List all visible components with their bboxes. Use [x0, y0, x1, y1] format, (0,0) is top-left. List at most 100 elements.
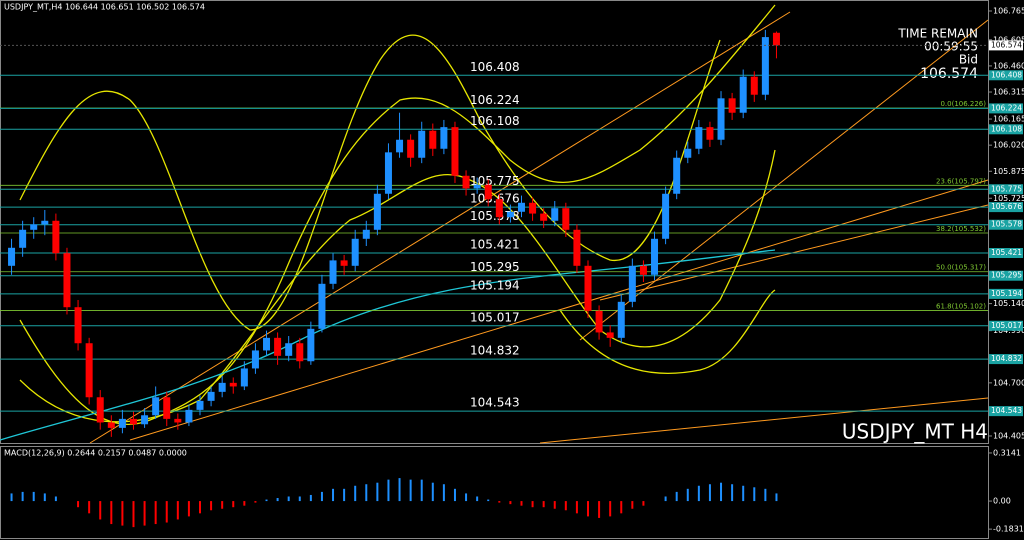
- candle-body: [695, 127, 703, 149]
- y-tick-label: 106.315: [993, 88, 1024, 97]
- bid-box-label: 106.574: [991, 40, 1022, 49]
- candle-body: [473, 184, 481, 189]
- candle-body: [152, 397, 160, 416]
- y-tick-label: 106.460: [993, 61, 1024, 70]
- bid-box: [989, 40, 1023, 51]
- candle-body: [318, 283, 326, 329]
- level-box: [989, 320, 1023, 331]
- level-box-label: 105.295: [991, 271, 1022, 280]
- candle-body: [63, 253, 71, 308]
- level-box: [989, 184, 1023, 195]
- candle-body: [396, 139, 404, 153]
- candle-body: [340, 260, 348, 266]
- candle-body: [174, 418, 182, 423]
- macd-tick-label: -0.1831: [993, 525, 1024, 534]
- trendline: [89, 11, 791, 444]
- candle-body: [19, 229, 27, 248]
- candle-body: [107, 422, 115, 428]
- fib-label: 61.8(105.102): [936, 302, 986, 310]
- time-remain: 00:59:55: [924, 40, 978, 54]
- level-box: [989, 70, 1023, 81]
- trendline: [579, 19, 989, 341]
- level-box-label: 105.194: [991, 289, 1022, 298]
- candle-body: [163, 397, 171, 419]
- candle-body: [329, 260, 337, 284]
- y-tick-label: 104.405: [993, 431, 1024, 440]
- band-low2: [559, 289, 776, 375]
- candle-body: [196, 400, 204, 410]
- level-box: [989, 270, 1023, 281]
- level-label: 104.543: [470, 396, 520, 410]
- candle-body: [551, 208, 559, 221]
- candle-body: [750, 76, 758, 95]
- candle-body: [30, 224, 38, 230]
- level-box-label: 105.578: [991, 220, 1022, 229]
- header: USDJPY_MT,H4 106.644 106.651 106.502 106…: [4, 3, 205, 12]
- candle-body: [141, 415, 149, 425]
- candle-body: [772, 32, 780, 46]
- y-tick-label: 106.765: [993, 6, 1024, 15]
- level-label: 106.108: [470, 114, 520, 128]
- candle-body: [118, 418, 126, 428]
- level-label: 105.017: [470, 310, 520, 324]
- fib-label: 23.6(105.797): [936, 177, 986, 185]
- candle-body: [185, 409, 193, 423]
- level-box: [989, 248, 1023, 259]
- level-label: 106.224: [470, 93, 520, 107]
- fib-label: 0.0(106.226): [940, 100, 986, 108]
- candle-body: [595, 310, 603, 333]
- y-tick-label: 105.140: [993, 299, 1024, 308]
- level-box-label: 106.224: [991, 103, 1022, 112]
- candle-body: [684, 148, 692, 158]
- bid-label: Bid: [959, 53, 978, 67]
- candle-body: [506, 211, 514, 218]
- candle-body: [562, 208, 570, 230]
- level-box-label: 105.775: [991, 184, 1022, 193]
- candle-body: [229, 382, 237, 387]
- level-box-label: 104.543: [991, 406, 1022, 415]
- trendline: [129, 179, 989, 441]
- bid-value: 106.574: [920, 66, 978, 82]
- candle-body: [96, 397, 104, 423]
- candle-body: [129, 418, 137, 425]
- level-label: 106.408: [470, 60, 520, 74]
- macd-tick-label: 0.3141: [993, 448, 1021, 457]
- candle-body: [429, 130, 437, 149]
- candle-body: [584, 265, 592, 311]
- main-frame: [0, 0, 989, 444]
- level-box-label: 106.108: [991, 124, 1022, 133]
- candle-body: [717, 98, 725, 140]
- level-box-label: 105.676: [991, 202, 1022, 211]
- candle-body: [606, 332, 614, 338]
- candle-body: [706, 127, 714, 140]
- y-tick-label: 106.605: [993, 35, 1024, 44]
- level-box-label: 106.408: [991, 70, 1022, 79]
- candle-body: [307, 328, 315, 362]
- band-mid: [19, 4, 776, 426]
- candle-body: [407, 139, 415, 158]
- candle-body: [41, 220, 49, 225]
- candle-body: [540, 213, 548, 221]
- candle-body: [651, 238, 659, 275]
- candle-body: [207, 391, 215, 401]
- level-box: [989, 219, 1023, 230]
- y-tick-label: 105.875: [993, 167, 1024, 176]
- level-label: 105.676: [470, 192, 520, 206]
- y-tick-label: 106.165: [993, 115, 1024, 124]
- candle-body: [673, 157, 681, 194]
- y-tick-label: 104.700: [993, 378, 1024, 387]
- level-box: [989, 406, 1023, 417]
- candle-body: [296, 343, 304, 362]
- level-label: 105.775: [470, 174, 520, 188]
- level-box: [989, 354, 1023, 365]
- macd-label: MACD(12,26,9) 0.2644 0.2157 0.0487 0.000…: [4, 449, 187, 458]
- level-label: 105.421: [470, 238, 520, 252]
- candle-body: [495, 199, 503, 218]
- candle-body: [440, 127, 448, 149]
- candle-body: [218, 382, 226, 392]
- candle-body: [418, 130, 426, 158]
- candle-body: [517, 202, 525, 212]
- candle-body: [639, 265, 647, 275]
